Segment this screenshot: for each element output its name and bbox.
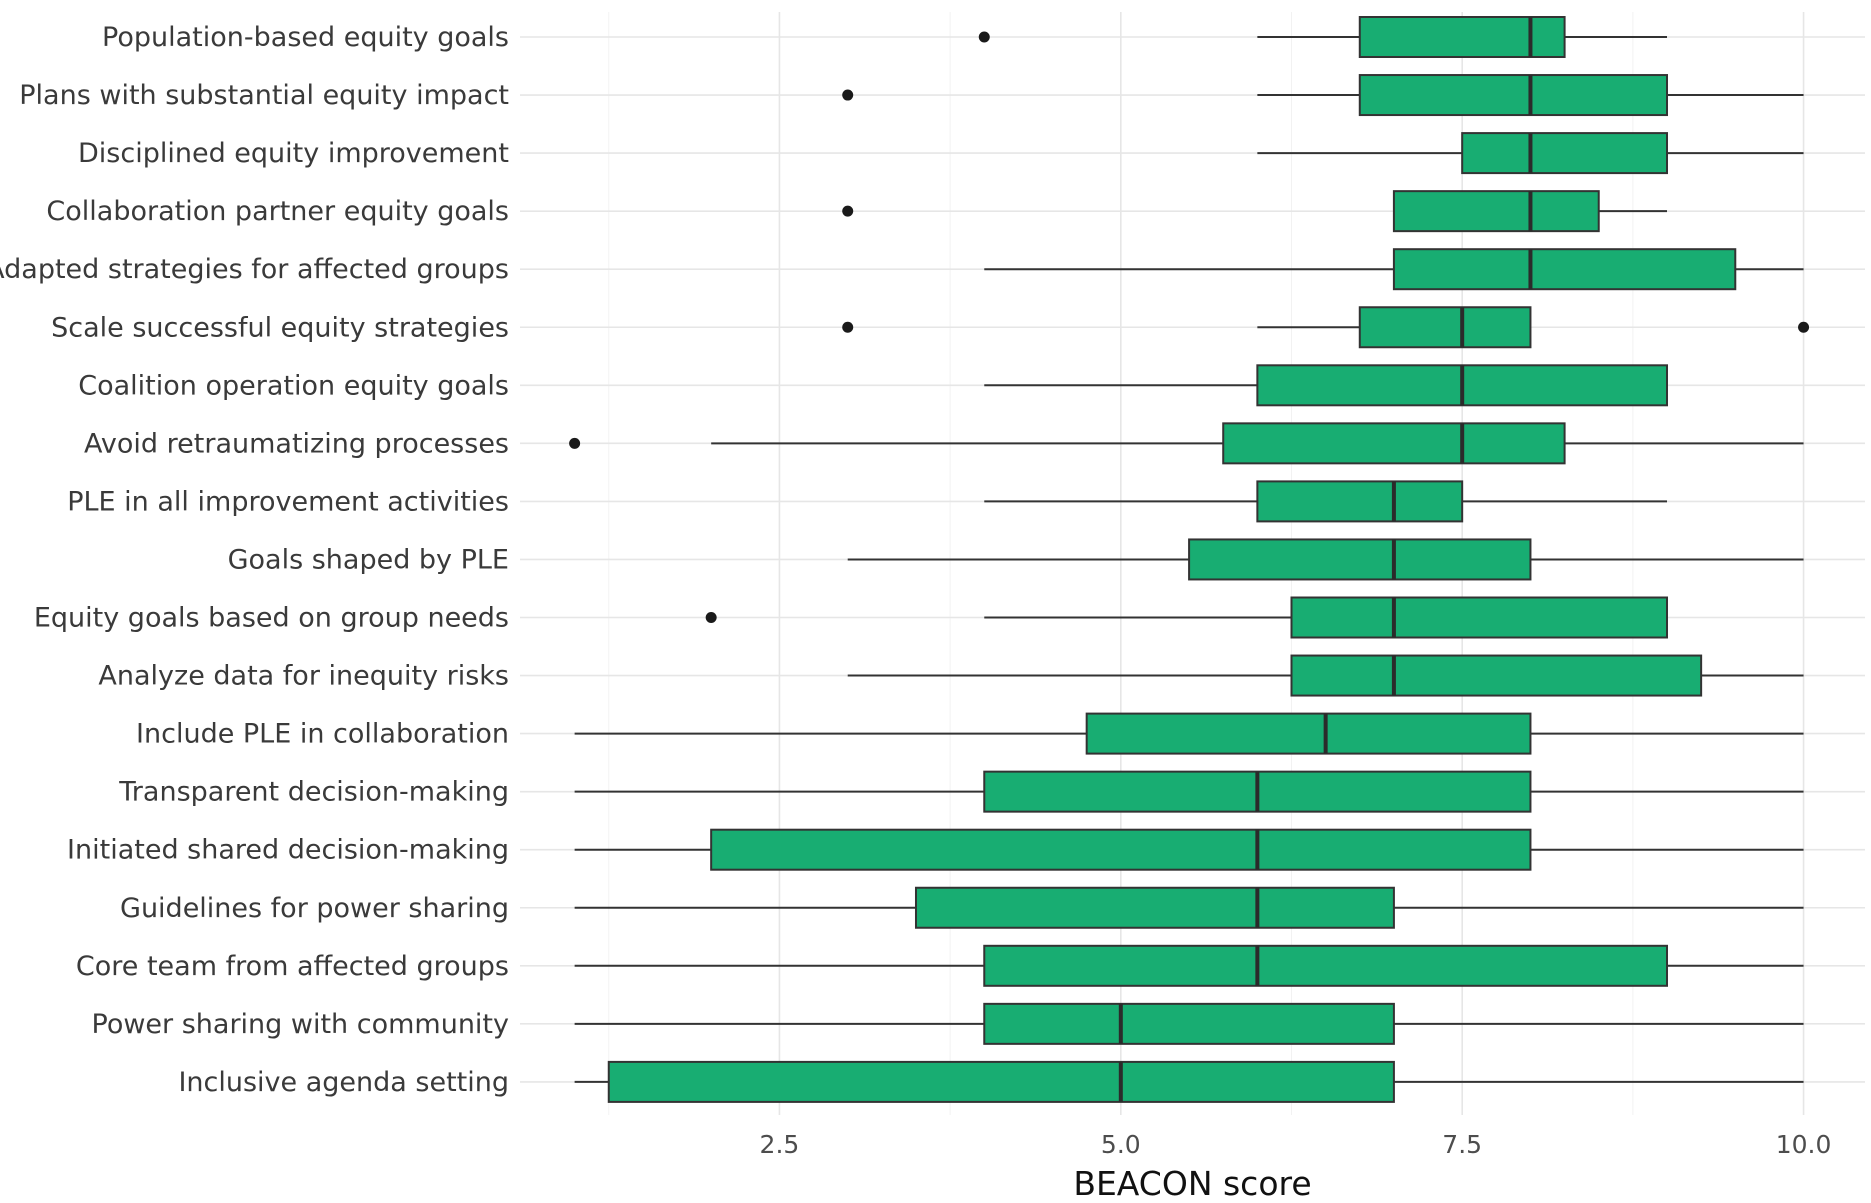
iqr-box xyxy=(1290,654,1703,697)
iqr-box xyxy=(983,1002,1395,1045)
boxplot-item xyxy=(574,1060,1804,1103)
boxplot-item xyxy=(847,654,1804,697)
category-labels: Population-based equity goals Plans with … xyxy=(0,22,509,1098)
category-label: Goals shaped by PLE xyxy=(228,544,509,575)
category-label: Equity goals based on group needs xyxy=(34,603,509,634)
category-label: Disciplined equity improvement xyxy=(78,138,509,169)
outlier-point xyxy=(705,612,717,623)
boxplot-item xyxy=(574,828,1804,871)
iqr-box xyxy=(1392,248,1737,291)
iqr-box xyxy=(1461,132,1669,175)
box-series xyxy=(569,16,1810,1103)
iqr-box xyxy=(1188,538,1532,581)
category-label: Initiated shared decision-making xyxy=(67,835,509,866)
boxplot-item xyxy=(842,306,1810,349)
iqr-box xyxy=(1256,480,1464,523)
iqr-box xyxy=(1085,712,1532,755)
category-label: Core team from affected groups xyxy=(76,951,509,982)
boxplot-item xyxy=(569,422,1804,465)
iqr-box xyxy=(1358,306,1532,349)
category-label: Inclusive agenda setting xyxy=(178,1067,509,1098)
boxplot-item xyxy=(574,712,1804,755)
outlier-point xyxy=(842,321,854,333)
boxplot-item xyxy=(705,596,1669,639)
boxplot-item xyxy=(574,770,1804,813)
boxplot-item xyxy=(1257,132,1804,175)
outlier-point xyxy=(569,437,581,449)
category-label: Avoid retraumatizing processes xyxy=(84,428,509,459)
category-label: Include PLE in collaboration xyxy=(136,719,509,750)
category-label: Analyze data for inequity risks xyxy=(98,661,509,692)
x-tick-label: 5.0 xyxy=(1101,1130,1141,1159)
boxplot-item xyxy=(984,480,1668,523)
category-label: Population-based equity goals xyxy=(102,22,509,53)
category-label: Plans with substantial equity impact xyxy=(19,80,509,111)
x-tick-label: 10.0 xyxy=(1776,1130,1832,1159)
iqr-box xyxy=(607,1060,1395,1103)
iqr-box xyxy=(1392,190,1600,233)
category-label: Scale successful equity strategies xyxy=(51,312,509,343)
category-label: PLE in all improvement activities xyxy=(67,486,509,517)
iqr-box xyxy=(1358,74,1669,117)
iqr-box xyxy=(1222,422,1566,465)
iqr-box xyxy=(1358,16,1566,58)
boxplot-item xyxy=(984,364,1669,407)
iqr-box xyxy=(914,886,1395,929)
boxplot-item xyxy=(978,16,1668,58)
x-tick-label: 2.5 xyxy=(760,1130,800,1159)
category-label: Collaboration partner equity goals xyxy=(46,196,509,227)
boxplot-item xyxy=(984,248,1804,291)
x-axis-ticks: 2.5 5.0 7.5 10.0 xyxy=(760,1130,1832,1159)
category-label: Coalition operation equity goals xyxy=(78,370,509,401)
outlier-point xyxy=(978,31,990,43)
category-label: Guidelines for power sharing xyxy=(120,893,509,924)
boxplot-item xyxy=(842,190,1668,233)
category-label: Power sharing with community xyxy=(92,1009,510,1040)
boxplot-item xyxy=(847,538,1804,581)
outlier-point xyxy=(842,205,854,217)
x-axis-title: BEACON score xyxy=(1073,1164,1311,1203)
boxplot-item xyxy=(574,1002,1804,1045)
outlier-point xyxy=(842,89,854,101)
boxplot-item xyxy=(574,886,1804,929)
iqr-box xyxy=(710,828,1532,871)
iqr-box xyxy=(983,944,1669,987)
boxplot-item xyxy=(842,74,1804,117)
boxplot-item xyxy=(574,944,1804,987)
category-label: Transparent decision-making xyxy=(118,777,509,808)
x-tick-label: 7.5 xyxy=(1442,1130,1482,1159)
outlier-point xyxy=(1798,321,1810,333)
iqr-box xyxy=(1290,596,1669,639)
category-label: Adapted strategies for affected groups xyxy=(0,254,509,285)
